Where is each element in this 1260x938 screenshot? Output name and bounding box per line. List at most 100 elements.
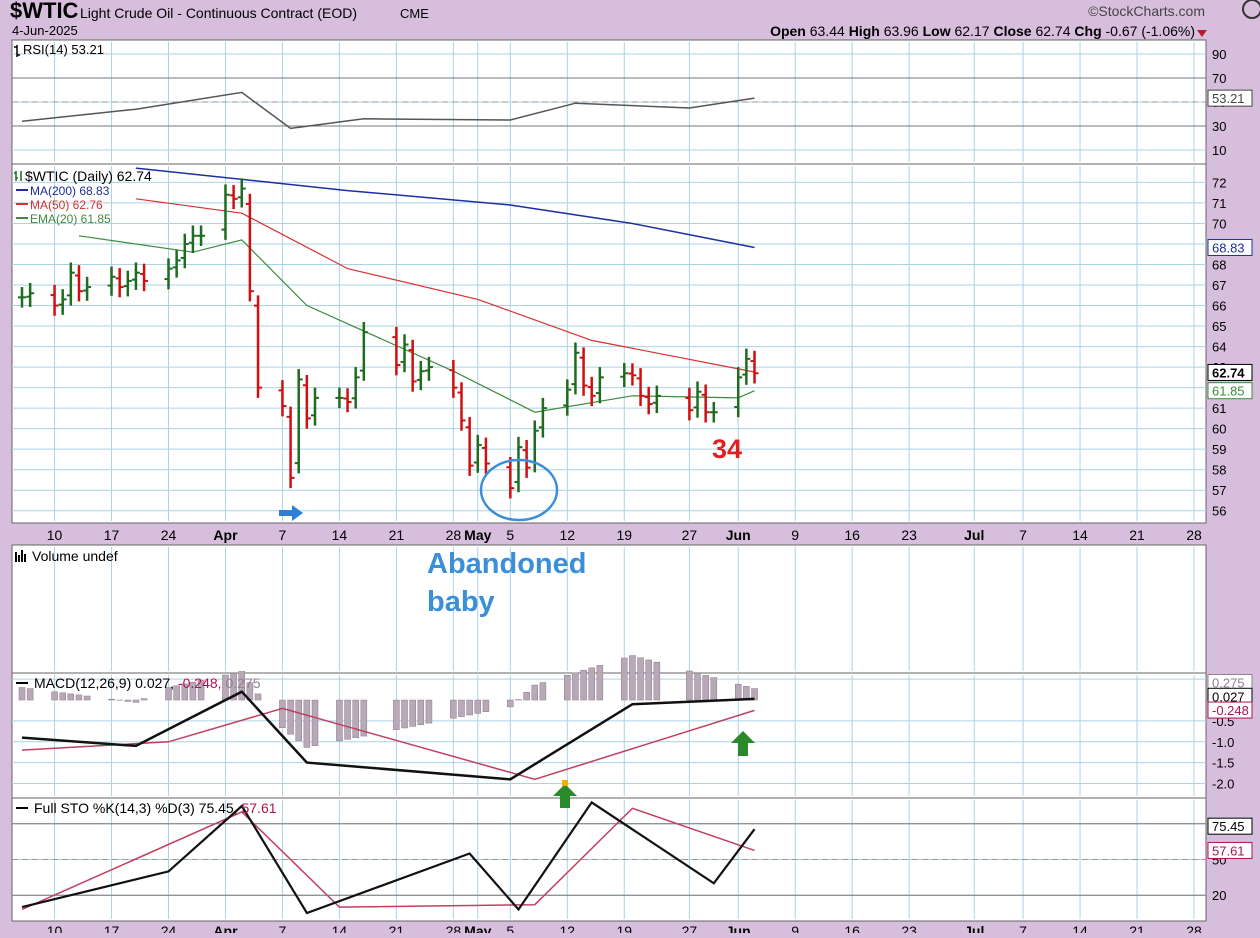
macd-hist-bar (393, 700, 399, 730)
macd-hist-bar (703, 675, 709, 700)
y-tick-price: 72 (1212, 175, 1226, 190)
exchange: CME (400, 6, 429, 21)
x-label-bottom: Jul (964, 923, 984, 933)
macd-hist-bar (483, 700, 489, 712)
x-label: 12 (560, 527, 576, 543)
macd-hist-bar (255, 694, 261, 700)
macd-hist-bar (19, 688, 25, 701)
x-label: 7 (1019, 527, 1027, 543)
open-label: Open (770, 23, 806, 39)
macd-hist-bar (695, 673, 701, 700)
x-label-bottom: 23 (901, 923, 917, 933)
symbol[interactable]: $WTIC (10, 0, 79, 23)
sto-d-label: 57.61 (242, 800, 277, 816)
macd-legend: MACD(12,26,9) 0.027, -0.248, 0.275 (16, 675, 261, 691)
x-label: 7 (279, 527, 287, 543)
macd-hist-bar (125, 700, 131, 701)
sto-title: Full STO %K(14,3) %D(3) 75.45, 57.61 (34, 800, 277, 816)
x-label: 14 (1072, 527, 1088, 543)
macd-hist-label: 0.275 (225, 675, 260, 691)
x-label-bottom: 7 (1019, 923, 1027, 933)
value-tag: 68.83 (1212, 240, 1245, 255)
macd-hist-bar (564, 675, 570, 700)
y-tick-price: 64 (1212, 340, 1226, 355)
macd-title: MACD(12,26,9) 0.027, -0.248, 0.275 (34, 675, 261, 691)
pattern-label-line1: Abandoned (427, 548, 587, 580)
x-label: 19 (616, 527, 632, 543)
x-label-bottom: 28 (1186, 923, 1202, 933)
chart-date: 4-Jun-2025 (12, 23, 78, 38)
sto-legend: Full STO %K(14,3) %D(3) 75.45, 57.61 (16, 800, 277, 816)
macd-hist-bar (418, 700, 424, 725)
macd-hist-bar (68, 694, 74, 700)
sto-k-label: Full STO %K(14,3) %D(3) 75.45, (34, 800, 238, 816)
x-label-bottom: 9 (791, 923, 799, 933)
macd-hist-bar (141, 699, 147, 700)
value-tag: 57.61 (1212, 843, 1245, 858)
x-label: 16 (844, 527, 860, 543)
logo-circle-icon (1243, 0, 1260, 18)
x-label-bottom: 27 (682, 923, 698, 933)
macd-hist-bar (450, 700, 456, 718)
x-label-bottom: Jun (726, 923, 751, 933)
macd-hist-bar (304, 700, 310, 747)
x-label: 5 (506, 527, 514, 543)
x-label-bottom: 12 (560, 923, 576, 933)
count-label: 34 (712, 434, 742, 464)
x-label: May (464, 527, 491, 543)
x-label-bottom: 16 (844, 923, 860, 933)
brand-logo[interactable]: ©StockCharts.com (1088, 3, 1205, 19)
macd-hist-bar (540, 683, 546, 700)
macd-hist-bar (27, 689, 33, 700)
x-label-bottom: 7 (279, 923, 287, 933)
y-tick-price: 61 (1212, 401, 1226, 416)
macd-hist-bar (109, 699, 115, 700)
value-tag: 62.74 (1212, 365, 1245, 380)
symbol-description: Light Crude Oil - Continuous Contract (E… (80, 5, 357, 21)
value-tag: 61.85 (1212, 384, 1245, 399)
y-tick-price: 68 (1212, 257, 1226, 272)
macd-hist-bar (475, 700, 481, 713)
y-tick-macd: -1.5 (1212, 756, 1234, 771)
down-arrow-icon (1197, 30, 1207, 37)
macd-label: MACD(12,26,9) 0.027, (34, 675, 174, 691)
y-tick-price: 70 (1212, 216, 1226, 231)
chg-value: -0.67 (-1.06%) (1106, 23, 1195, 39)
low-label: Low (923, 23, 951, 39)
x-label: Apr (213, 527, 238, 543)
x-label: 24 (161, 527, 177, 543)
macd-hist-bar (572, 673, 578, 700)
y-tick-price: 59 (1212, 442, 1226, 457)
y-tick-price: 56 (1212, 504, 1226, 519)
chg-label: Chg (1074, 23, 1101, 39)
macd-hist-bar (638, 658, 644, 700)
high-value: 63.96 (884, 23, 919, 39)
y-tick-macd: -1.0 (1212, 735, 1234, 750)
x-label-bottom: 5 (506, 923, 514, 933)
x-label-bottom: 14 (1072, 923, 1088, 933)
y-tick-price: 67 (1212, 278, 1226, 293)
x-label-bottom: 24 (161, 923, 177, 933)
y-tick-rsi: 10 (1212, 143, 1226, 158)
x-label: 23 (901, 527, 917, 543)
x-label: 27 (682, 527, 698, 543)
macd-hist-bar (711, 678, 717, 700)
x-label: 28 (446, 527, 462, 543)
rsi-legend: RSI(14) 53.21 (14, 42, 104, 57)
macd-signal-label: -0.248, (178, 675, 222, 691)
close-label: Close (993, 23, 1031, 39)
macd-hist-bar (296, 700, 302, 741)
y-tick-price: 58 (1212, 463, 1226, 478)
macd-hist-bar (507, 700, 513, 707)
macd-hist-bar (589, 668, 595, 700)
x-label-bottom: 28 (446, 923, 462, 933)
value-tag: -0.248 (1212, 703, 1249, 718)
macd-hist-bar (410, 700, 416, 726)
macd-hist-bar (621, 658, 627, 700)
macd-hist-bar (467, 700, 473, 715)
macd-hist-bar (336, 700, 342, 741)
x-label-bottom: 14 (332, 923, 348, 933)
macd-hist-bar (52, 692, 58, 700)
